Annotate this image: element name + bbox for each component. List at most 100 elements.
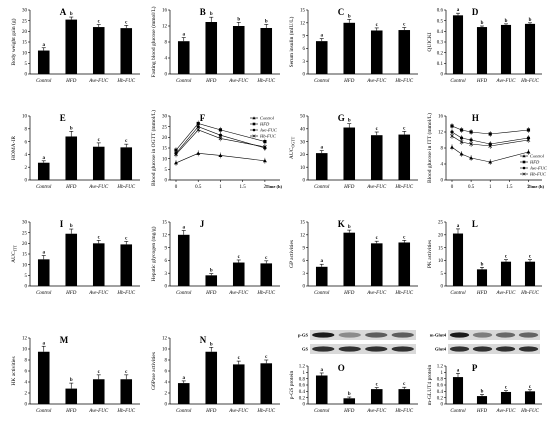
y-tick-label: 15 xyxy=(162,221,168,226)
category-label: HFD xyxy=(205,409,217,414)
bar xyxy=(476,27,488,74)
bar xyxy=(37,162,50,180)
panel-n: 0 2 4 6 8 10 12 G6Pase activities Na Control b HFD c… xyxy=(151,335,280,414)
bar xyxy=(524,261,536,286)
y-tick-label: 8 xyxy=(441,147,444,152)
bar xyxy=(232,364,245,404)
y-axis-label-main: AUC xyxy=(11,251,17,263)
significance-label: c xyxy=(238,356,241,361)
bar xyxy=(315,153,328,180)
y-tick-label: 0 xyxy=(25,403,28,408)
category-label: Hb-FUC xyxy=(394,291,413,296)
blot-band xyxy=(518,346,539,352)
category-label: Control xyxy=(36,291,52,296)
bar xyxy=(343,22,356,74)
legend-marker xyxy=(522,160,526,164)
y-tick-label: 20 xyxy=(438,234,444,239)
blot-strip xyxy=(448,330,540,340)
y-tick-label: 1.2 xyxy=(437,365,444,370)
blot-band xyxy=(338,332,361,338)
category-label: HFD xyxy=(65,79,77,84)
panel-label: M xyxy=(60,335,69,345)
data-point xyxy=(263,140,267,144)
y-tick-label: 20 xyxy=(300,153,306,158)
y-tick-label: 3 xyxy=(303,60,306,65)
category-label: HFD xyxy=(65,185,77,190)
blot-label: m-Glut4 xyxy=(430,333,447,338)
significance-label: a xyxy=(43,43,46,48)
y-tick-label: 0 xyxy=(303,403,306,408)
bar xyxy=(205,351,218,404)
significance-label: a xyxy=(183,376,186,381)
bar xyxy=(37,259,50,286)
category-label: HFD xyxy=(205,79,217,84)
blot-band xyxy=(495,332,516,338)
panel-g: 0 10 20 30 40 50 AUCOGTT Ga Control b HFD c Ave-FUC c… xyxy=(289,113,418,190)
blot-strip xyxy=(310,330,416,340)
category-label: Ave-FUC xyxy=(88,79,109,84)
bar xyxy=(370,135,383,180)
category-label: Control xyxy=(314,409,330,414)
y-tick-label: 12 xyxy=(300,22,306,27)
y-tick-label: 0.5 xyxy=(437,19,444,24)
y-tick-label: 10 xyxy=(22,263,28,268)
y-tick-label: 4 xyxy=(25,381,28,386)
y-tick-label: 12 xyxy=(162,337,168,342)
significance-label: b xyxy=(210,12,213,17)
panel-j: 0 3 6 9 12 15 Hepatic glycogen (mg/g) Ja Control… xyxy=(150,219,280,296)
panel-l: 0 5 10 15 20 25 PK activities La Control b HFD c Ave… xyxy=(427,219,542,296)
significance-label: c xyxy=(403,382,406,387)
blot-strip xyxy=(448,344,540,354)
y-tick-label: 0 xyxy=(441,179,444,184)
category-label: HFD xyxy=(343,291,355,296)
category-label: Ave-FUC xyxy=(366,185,387,190)
bar xyxy=(37,351,50,404)
significance-label: b xyxy=(70,126,73,131)
y-tick-label: 15 xyxy=(22,253,28,258)
blot-band xyxy=(472,332,493,338)
y-tick-label: 4 xyxy=(165,381,168,386)
category-label: Ave-FUC xyxy=(366,409,387,414)
bar xyxy=(65,19,78,75)
category-label: Hb-FUC xyxy=(256,291,275,296)
significance-label: b xyxy=(348,14,351,19)
panel-label: K xyxy=(338,219,345,229)
y-tick-label: 1.2 xyxy=(299,365,306,370)
y-tick-label: 20 xyxy=(22,30,28,35)
bar xyxy=(398,134,411,180)
x-tick-label: 1.5 xyxy=(506,185,513,190)
legend-marker xyxy=(252,134,256,138)
y-tick-label: 8 xyxy=(165,359,168,364)
x-tick-label: 0.5 xyxy=(195,185,202,190)
blot-band xyxy=(449,332,470,338)
bar xyxy=(398,242,411,286)
category-label: HFD xyxy=(476,409,488,414)
bar xyxy=(65,136,78,180)
y-tick-label: 30 xyxy=(300,140,306,145)
data-point xyxy=(469,130,473,134)
category-label: Control xyxy=(450,79,466,84)
category-label: Hb-FUC xyxy=(116,185,135,190)
data-point xyxy=(174,152,178,157)
legend-marker xyxy=(252,116,256,120)
x-tick-label: 0 xyxy=(175,185,178,190)
y-tick-label: 40 xyxy=(300,128,306,133)
y-tick-label: 6 xyxy=(25,140,28,145)
y-tick-label: 2 xyxy=(25,392,28,397)
significance-label: c xyxy=(529,255,532,260)
category-label: Control xyxy=(176,291,192,296)
data-point xyxy=(218,128,223,132)
y-tick-label: 0 xyxy=(303,73,306,78)
blot-band xyxy=(518,332,539,338)
category-label: Control xyxy=(450,409,466,414)
data-point xyxy=(459,128,464,132)
legend-marker xyxy=(522,172,526,176)
x-tick-label: 1 xyxy=(219,185,222,190)
category-label: HFD xyxy=(65,291,77,296)
y-tick-label: 6 xyxy=(303,47,306,52)
y-axis-label: AUCOGTT xyxy=(289,136,296,159)
panel-label: D xyxy=(472,7,479,17)
panel-label: G xyxy=(338,113,345,123)
